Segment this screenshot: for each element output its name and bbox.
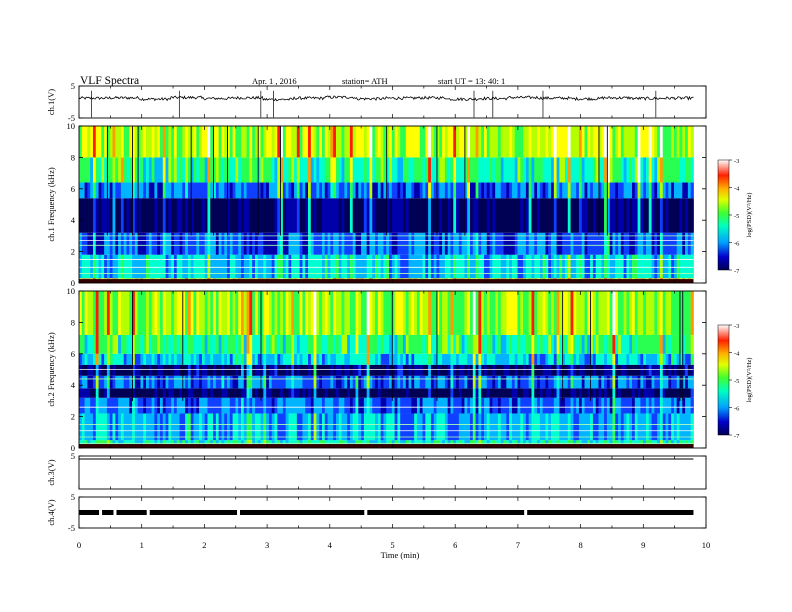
panel-frame xyxy=(78,85,707,119)
y-tick-label: 2 xyxy=(71,247,75,257)
y-axis-label: ch.4(V) xyxy=(46,499,56,525)
x-tick-label: 9 xyxy=(641,540,645,550)
colorbar-label: log(PSD)(V²/Hz) xyxy=(746,358,753,403)
y-tick-label: 10 xyxy=(67,121,76,131)
ch1-trace xyxy=(78,95,694,102)
header-station: station= ATH xyxy=(342,76,388,86)
x-tick-label: 8 xyxy=(578,540,582,550)
y-tick-label: 4 xyxy=(71,215,76,225)
ch4-gap xyxy=(99,510,103,515)
ch4-gap xyxy=(113,510,117,515)
y-tick-label: 5 xyxy=(71,451,75,461)
colorbar-1 xyxy=(717,159,730,271)
y-tick-label: -5 xyxy=(68,523,75,533)
panel-frame xyxy=(78,455,707,490)
ch4-gap xyxy=(237,510,241,515)
y-tick-label: 0 xyxy=(71,443,75,453)
ch1-waveform-panel: 5 -5 ch.1(V) xyxy=(46,81,707,123)
y-tick-label: 8 xyxy=(71,152,75,162)
y-tick-label: 2 xyxy=(71,412,75,422)
ch4-trace xyxy=(79,510,694,515)
spectrogram-image xyxy=(79,291,694,448)
x-tick-label: 4 xyxy=(328,540,333,550)
ch2-spectrogram-panel: 0 2 4 6 8 10 ch.2 Frequency (kHz) xyxy=(46,286,707,453)
y-axis-label: ch.1 Frequency (kHz) xyxy=(46,167,56,242)
y-tick-label: 6 xyxy=(71,349,75,359)
x-tick-label: 2 xyxy=(202,540,206,550)
x-tick-label: 10 xyxy=(702,540,711,550)
header-date: Apr. 1 , 2016 xyxy=(252,76,297,86)
y-tick-label: 10 xyxy=(67,286,76,296)
colorbar-tick-label: -6 xyxy=(734,406,740,413)
y-tick-label: 6 xyxy=(71,184,75,194)
figure-title: VLF Spectra xyxy=(80,75,139,87)
ch4-gap xyxy=(364,510,368,515)
ch4-gap xyxy=(146,510,150,515)
y-tick-label: 0 xyxy=(71,278,75,288)
x-tick-label: 0 xyxy=(77,540,81,550)
y-tick-label: 4 xyxy=(71,380,76,390)
x-axis-label: Time (min) xyxy=(381,550,420,560)
colorbar-tick-label: -5 xyxy=(734,213,739,220)
ch4-gap xyxy=(524,510,528,515)
colorbar-2 xyxy=(717,324,730,436)
y-tick-label: 5 xyxy=(71,492,75,502)
x-tick-label: 1 xyxy=(140,540,144,550)
x-tick-label: 6 xyxy=(453,540,457,550)
colorbar-tick-label: -7 xyxy=(734,268,740,275)
low-frequency-band xyxy=(79,279,694,283)
x-tick-label: 7 xyxy=(516,540,520,550)
colorbar-tick-label: -3 xyxy=(734,158,739,165)
colorbar-tick-label: -7 xyxy=(734,433,740,440)
header-start-time: start UT = 13: 40: 1 xyxy=(438,76,505,86)
colorbar-tick-label: -4 xyxy=(734,186,740,193)
y-tick-label: -5 xyxy=(68,113,75,123)
y-tick-label: 5 xyxy=(71,81,75,91)
colorbar-tick-label: -5 xyxy=(734,378,739,385)
colorbar-tick-label: -4 xyxy=(734,351,740,358)
ch3-waveform-panel: 5 ch.3(V) xyxy=(46,451,707,490)
y-axis-label: ch.1(V) xyxy=(46,89,56,115)
ch4-waveform-panel: 5 -5 ch.4(V) xyxy=(46,492,707,533)
low-frequency-band xyxy=(79,444,694,448)
y-axis-label: ch.2 Frequency (kHz) xyxy=(46,332,56,407)
colorbar-tick-label: -3 xyxy=(734,323,739,330)
y-tick-label: 8 xyxy=(71,317,75,327)
x-tick-label: 3 xyxy=(265,540,269,550)
colorbar-tick-label: -6 xyxy=(734,241,740,248)
ch1-spectrogram-panel: 0 2 4 6 8 10 ch.1 Frequency (kHz) xyxy=(46,121,707,288)
y-axis-label: ch.3(V) xyxy=(46,459,56,485)
colorbars: -3 -4 -5 -6 -7 log(PSD)(V²/Hz) -3 -4 -5 -6 -7 log(P… xyxy=(717,158,753,440)
x-tick-label: 5 xyxy=(390,540,394,550)
time-axis: 0 1 2 3 4 5 6 7 8 9 10 xyxy=(77,540,710,550)
colorbar-label: log(PSD)(V²/Hz) xyxy=(746,193,753,238)
